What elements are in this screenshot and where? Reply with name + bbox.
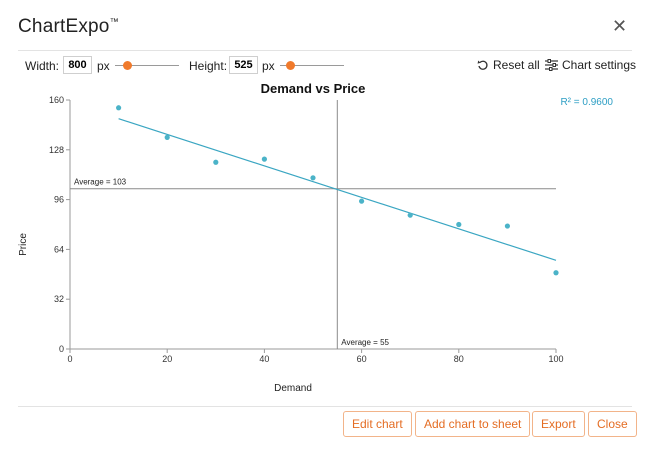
chart-settings-label: Chart settings [562, 58, 637, 72]
width-slider-thumb[interactable] [123, 61, 132, 70]
average-x-label: Average = 55 [341, 338, 389, 347]
y-tick-label: 32 [54, 294, 64, 304]
y-tick-label: 160 [49, 95, 64, 105]
height-slider-thumb[interactable] [286, 61, 295, 70]
width-unit: px [97, 59, 110, 73]
app-title: ChartExpo™ [18, 16, 119, 38]
data-point [213, 159, 219, 165]
width-label: Width: [25, 59, 60, 73]
width-slider[interactable] [115, 65, 179, 66]
undo-icon [477, 59, 489, 71]
export-button[interactable]: Export [532, 411, 585, 437]
height-label: Height: [189, 59, 228, 73]
add-chart-to-sheet-button[interactable]: Add chart to sheet [415, 411, 531, 437]
data-point [359, 198, 365, 204]
header-divider [18, 50, 632, 51]
reset-all-label: Reset all [493, 58, 540, 72]
x-tick-label: 40 [259, 354, 269, 364]
trademark-mark: ™ [109, 16, 119, 27]
trendline [118, 118, 557, 261]
height-input[interactable] [229, 56, 258, 74]
chart-title: Demand vs Price [261, 81, 366, 96]
y-tick-label: 128 [49, 145, 64, 155]
chart-settings-button[interactable]: Chart settings [545, 58, 636, 72]
average-y-label: Average = 103 [74, 178, 127, 187]
data-point [553, 270, 559, 276]
data-point [310, 175, 316, 181]
data-point [164, 134, 170, 140]
data-point [116, 105, 122, 111]
width-input[interactable] [63, 56, 92, 74]
x-axis-label: Demand [274, 383, 312, 394]
r-squared-label: R² = 0.9600 [560, 97, 613, 108]
close-button[interactable]: Close [588, 411, 637, 437]
app-title-text: ChartExpo [18, 16, 110, 37]
x-tick-label: 60 [357, 354, 367, 364]
x-tick-label: 0 [67, 354, 72, 364]
footer-divider [18, 406, 632, 407]
x-tick-label: 100 [548, 354, 563, 364]
close-icon[interactable]: ✕ [612, 16, 628, 36]
y-axis-label: Price [18, 233, 29, 256]
height-slider[interactable] [280, 65, 344, 66]
y-tick-label: 64 [54, 244, 64, 254]
x-tick-label: 20 [162, 354, 172, 364]
data-point [407, 212, 413, 218]
y-tick-label: 0 [59, 344, 64, 354]
data-point [261, 156, 267, 162]
reset-all-button[interactable]: Reset all [477, 58, 540, 72]
data-point [456, 221, 462, 228]
size-toolbar: Width: px Height: px Reset all Chart set… [0, 55, 650, 77]
scatter-chart: Demand vs Price 0 32 64 96 128 160 0 20 40 60 80 100… [18, 81, 613, 394]
chart-area: Demand vs Price 0 32 64 96 128 160 0 20 40 60 80 100… [0, 78, 650, 398]
sliders-icon [545, 59, 558, 71]
y-tick-label: 96 [54, 195, 64, 205]
x-tick-label: 80 [454, 354, 464, 364]
height-unit: px [262, 59, 275, 73]
data-point [504, 223, 510, 229]
edit-chart-button[interactable]: Edit chart [343, 411, 412, 437]
